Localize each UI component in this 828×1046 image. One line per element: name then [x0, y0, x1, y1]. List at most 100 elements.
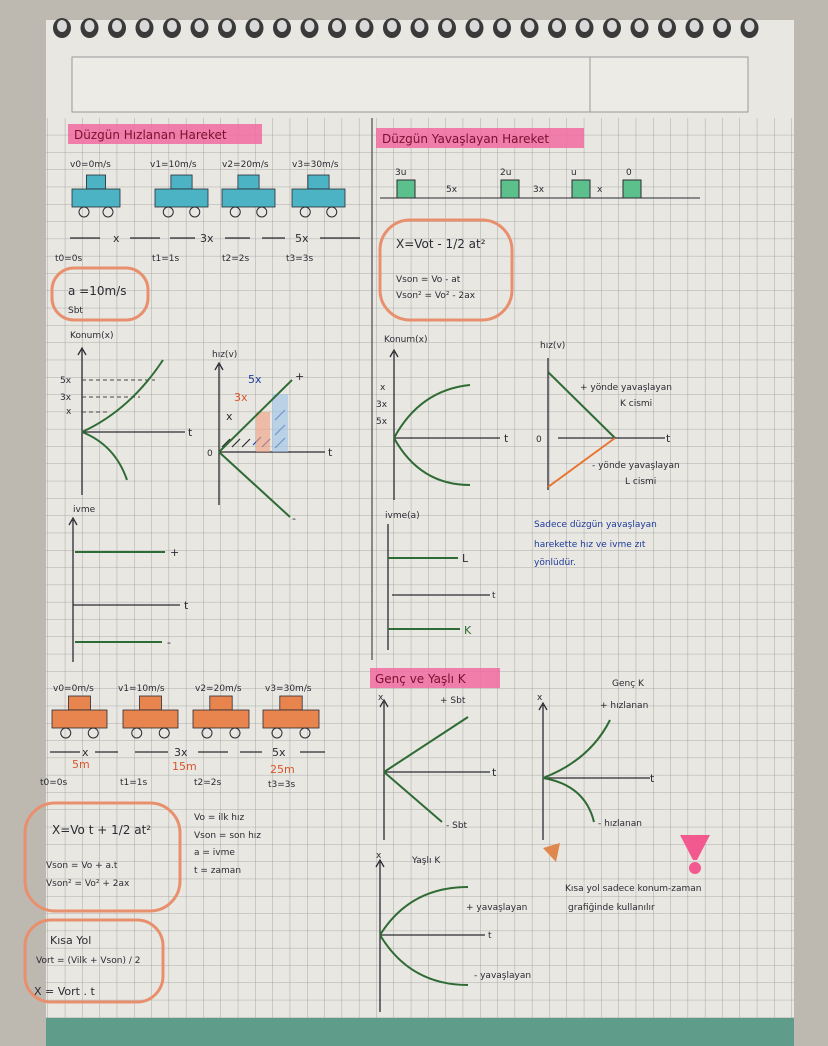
- legend-line: Vo = ilk hız: [194, 813, 245, 823]
- tick-label: 5x: [60, 376, 72, 386]
- distance-label: 3x: [200, 232, 214, 245]
- acceleration-value: a =10m/s: [68, 284, 126, 298]
- tick-label: 3x: [60, 393, 72, 403]
- axis-label: ivme(a): [385, 511, 420, 521]
- distance-label: 5x: [295, 232, 309, 245]
- spiral-hole: [194, 20, 205, 32]
- exclamation-icon: [680, 835, 710, 874]
- time-label: t0=0s: [55, 254, 83, 264]
- car-icon: [122, 695, 179, 739]
- formula: Vson = Vo - at: [396, 275, 461, 285]
- spiral-hole: [222, 20, 232, 32]
- legend-line: Vson = son hız: [194, 831, 261, 841]
- line-label: - yavaşlayan: [474, 971, 531, 981]
- meter-label: 5m: [72, 758, 90, 771]
- car-icon: [154, 174, 209, 218]
- axis-label: t: [488, 931, 492, 941]
- speed-label: 3u: [395, 168, 406, 178]
- meter-label: 15m: [172, 760, 197, 773]
- spiral-hole: [717, 20, 727, 32]
- spiral-hole: [744, 20, 755, 32]
- spiral-hole: [524, 20, 535, 32]
- spiral-hole: [442, 20, 452, 32]
- spiral-hole: [414, 20, 425, 32]
- exclamation-icon: [543, 843, 560, 862]
- velocity-lines: [218, 379, 293, 518]
- time-label: t1=1s: [152, 254, 180, 264]
- series-label: K: [464, 624, 472, 637]
- cloud-box: [50, 266, 150, 322]
- title-highlight: [376, 128, 584, 148]
- cloud-box: [23, 801, 182, 913]
- velocity-label: v2=20m/s: [195, 684, 242, 694]
- spiral-hole: [497, 20, 507, 32]
- spiral-hole: [332, 20, 342, 32]
- spiral-hole: [579, 20, 590, 32]
- axis-label: hız(v): [540, 341, 565, 351]
- velocity-label: v3=30m/s: [265, 684, 312, 694]
- time-label: t2=2s: [194, 778, 222, 788]
- title-highlight: [68, 124, 262, 144]
- distance-label: x: [82, 746, 89, 759]
- formula: X=Vot - 1/2 at²: [396, 237, 486, 251]
- car-icon: [262, 695, 320, 739]
- car-icon: [51, 695, 108, 739]
- line-label: + hızlanan: [600, 701, 648, 711]
- line-label: - hızlanan: [598, 819, 642, 829]
- axis-label: t: [492, 591, 496, 601]
- velocity-label: v2=20m/s: [222, 160, 269, 170]
- tick-label: 5x: [376, 417, 388, 427]
- car-icon: [291, 174, 346, 218]
- section-title: Düzgün Hızlanan Hareket: [74, 128, 227, 142]
- formula: Vort = (Vilk + Vson) / 2: [36, 956, 140, 966]
- sign-label: -: [292, 512, 296, 525]
- distance-label: 5x: [272, 746, 286, 759]
- spiral-hole: [469, 20, 480, 32]
- car-icon: [221, 174, 276, 218]
- green-boxes: [396, 179, 642, 199]
- title-highlight: [370, 668, 500, 688]
- axis-label: t: [666, 432, 671, 445]
- origin-label: 0: [536, 435, 542, 445]
- spiral-hole: [387, 20, 397, 32]
- spiral-hole: [689, 20, 700, 32]
- axis-label: Konum(x): [70, 331, 113, 341]
- section-title: Genç ve Yaşlı K: [375, 672, 467, 686]
- car-icon: [71, 174, 121, 218]
- velocity-label: v0=0m/s: [70, 160, 111, 170]
- annotation: + yönde yavaşlayan: [580, 383, 672, 393]
- meter-label: 25m: [270, 763, 295, 776]
- graph-title: Yaşlı K: [411, 856, 441, 866]
- section-title: Düzgün Yavaşlayan Hareket: [382, 132, 549, 146]
- spiral-hole: [607, 20, 617, 32]
- formula: X = Vort . t: [34, 985, 95, 998]
- spiral-hole: [277, 20, 287, 32]
- origin-label: 0: [207, 449, 213, 459]
- axis-label: t: [492, 766, 497, 779]
- axis-label: Konum(x): [384, 335, 427, 345]
- sign-label: +: [295, 370, 304, 383]
- line-label: + Sbt: [440, 696, 466, 706]
- shortcut-title: Kısa Yol: [50, 934, 91, 947]
- gap-label: 5x: [446, 185, 458, 195]
- position-curve: [81, 359, 164, 481]
- time-label: t2=2s: [222, 254, 250, 264]
- speed-label: 0: [626, 168, 632, 178]
- tick-label: 3x: [376, 400, 388, 410]
- annotation: - yönde yavaşlayan: [592, 461, 680, 471]
- time-label: t3=3s: [286, 254, 314, 264]
- axis-label: x: [378, 693, 384, 703]
- note-line: harekette hız ve ivme zıt: [534, 540, 646, 550]
- distance-label: 3x: [174, 746, 188, 759]
- spiral-hole: [112, 20, 122, 32]
- cloud-box: [23, 918, 165, 1004]
- legend-line: t = zaman: [194, 866, 241, 876]
- axis-label: t: [184, 599, 189, 612]
- axis-label: t: [188, 426, 193, 439]
- time-label: t0=0s: [40, 778, 68, 788]
- spiral-hole: [359, 20, 370, 32]
- velocity-label: v3=30m/s: [292, 160, 339, 170]
- grid: [46, 118, 794, 1023]
- car-icon: [192, 695, 250, 739]
